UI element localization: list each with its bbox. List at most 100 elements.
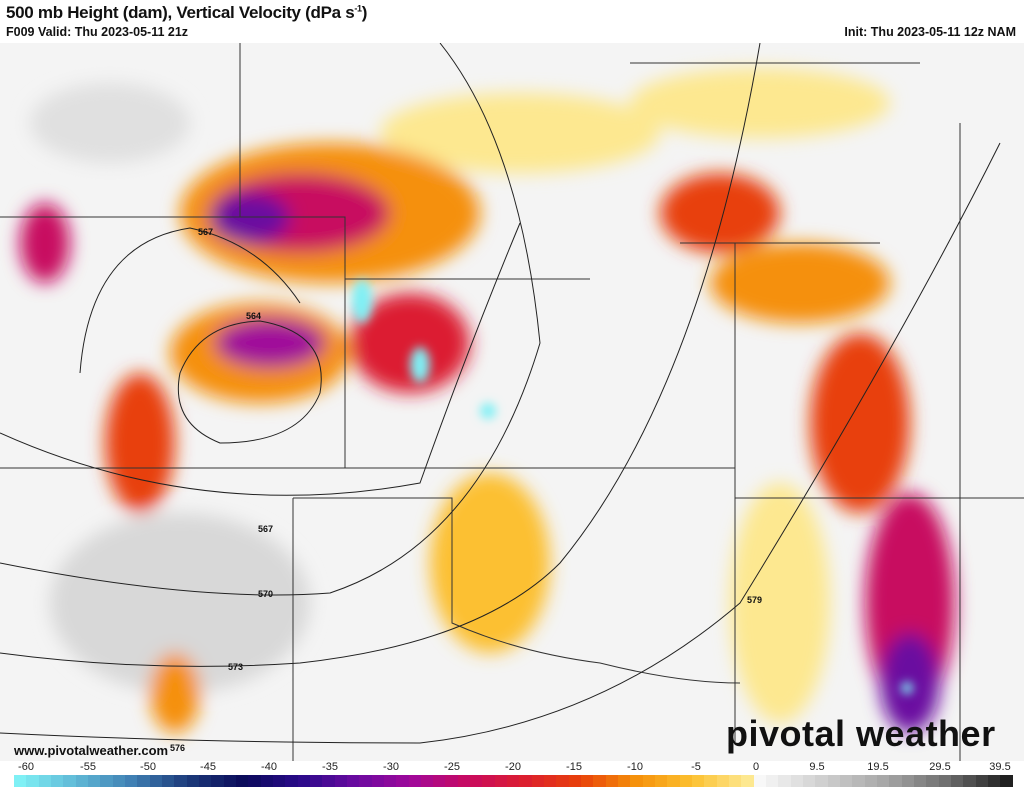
colorbar-segment — [901, 775, 914, 787]
colorbar-tick: -35 — [322, 761, 338, 773]
colorbar-segment — [926, 775, 939, 787]
colorbar-tick: -30 — [383, 761, 399, 773]
colorbar-segment — [889, 775, 902, 787]
colorbar-segment — [186, 775, 199, 787]
colorbar-segment — [679, 775, 693, 787]
colorbar-segment — [494, 775, 508, 787]
contour-label: 570 — [258, 589, 273, 599]
colorbar-segment — [667, 775, 680, 787]
colorbar-ticks: -60 -55 -50 -45 -40 -35 -30 -25 -20 -15 -10 -5 0 9.5 1… — [0, 761, 1024, 775]
colorbar-segment — [309, 775, 323, 787]
colorbar-segment — [87, 775, 101, 787]
colorbar-tick: -15 — [566, 761, 582, 773]
colorbar-segment — [963, 775, 976, 787]
colorbar-segment — [359, 775, 372, 787]
colorbar-segment — [75, 775, 88, 787]
colorbar-tick: 9.5 — [809, 761, 825, 773]
colorbar-segment — [482, 775, 495, 787]
colorbar-segment — [149, 775, 162, 787]
colorbar-segment — [655, 775, 668, 787]
colorbar-segment — [272, 775, 286, 787]
colorbar-segment — [248, 775, 261, 787]
pivotal-weather-logo: pivotal weather — [726, 713, 996, 754]
colorbar-segment — [852, 775, 865, 787]
colorbar-tick: -25 — [444, 761, 460, 773]
colorbar-segment — [211, 775, 224, 787]
colorbar-segment — [593, 775, 606, 787]
colorbar-segment — [285, 775, 298, 787]
weather-map[interactable]: 567 564 567 570 573 576 579 — [0, 43, 1024, 761]
colorbar-segment — [383, 775, 397, 787]
colorbar-segment — [531, 775, 545, 787]
colorbar-segment — [864, 775, 877, 787]
colorbar-segment — [334, 775, 347, 787]
colorbar-segment — [174, 775, 187, 787]
colorbar-segment — [1000, 775, 1013, 787]
init-time: Init: Thu 2023-05-11 12z NAM — [844, 25, 1016, 39]
colorbar-segment — [556, 775, 569, 787]
colorbar-tick: -20 — [505, 761, 521, 773]
colorbar-segment — [716, 775, 730, 787]
state-borders — [0, 43, 1024, 761]
colorbar-segment — [778, 775, 791, 787]
colorbar-segment — [137, 775, 150, 787]
colorbar-segment — [815, 775, 828, 787]
colorbar-segment — [839, 775, 853, 787]
colorbar-tick: 0 — [752, 761, 760, 773]
map-title: 500 mb Height (dam), Vertical Velocity (… — [6, 3, 368, 22]
colorbar-segment — [470, 775, 483, 787]
colorbar-segment — [408, 775, 421, 787]
contour-label: 564 — [246, 311, 261, 321]
colorbar-segment — [235, 775, 249, 787]
colorbar-segment — [161, 775, 175, 787]
site-url: www.pivotalweather.com — [14, 743, 169, 758]
colorbar-segment — [729, 775, 742, 787]
colorbar-segment — [913, 775, 927, 787]
colorbar-segment — [790, 775, 803, 787]
contour-label: 579 — [747, 595, 762, 605]
valid-time: F009 Valid: Thu 2023-05-11 21z — [6, 25, 189, 39]
colorbar-segment — [223, 775, 236, 787]
colorbar-segment — [124, 775, 138, 787]
colorbar-tick: 19.5 — [867, 761, 889, 773]
colorbar-segment — [198, 775, 212, 787]
colorbar-segment — [568, 775, 582, 787]
colorbar-segment — [741, 775, 754, 787]
colorbar-segment — [433, 775, 446, 787]
contour-label: 576 — [170, 743, 185, 753]
colorbar-segment — [753, 775, 767, 787]
height-contours — [0, 43, 1001, 744]
colorbar-segment — [100, 775, 113, 787]
colorbar-segment — [987, 775, 1001, 787]
colorbar-segment — [766, 775, 779, 787]
colorbar-segment — [38, 775, 51, 787]
contour-label: 567 — [198, 227, 213, 237]
colorbar-segment — [642, 775, 656, 787]
colorbar-segment — [950, 775, 964, 787]
colorbar-segment — [938, 775, 951, 787]
colorbar-tick: -55 — [80, 761, 96, 773]
colorbar-tick: 39.5 — [989, 761, 1011, 773]
colorbar-segment — [803, 775, 816, 787]
colorbar-segment — [704, 775, 717, 787]
colorbar-segment — [457, 775, 471, 787]
colorbar-segment — [692, 775, 705, 787]
colorbar-segment — [445, 775, 458, 787]
contour-label: 573 — [228, 662, 243, 672]
colorbar-segment — [519, 775, 532, 787]
colorbar-segment — [975, 775, 988, 787]
colorbar-segment — [507, 775, 520, 787]
colorbar-segment — [260, 775, 273, 787]
colorbar-segment — [371, 775, 384, 787]
colorbar-segment — [63, 775, 76, 787]
colorbar-tick: 29.5 — [929, 761, 951, 773]
colorbar-segment — [50, 775, 64, 787]
colorbar-tick: -60 — [18, 761, 34, 773]
colorbar-segment — [605, 775, 619, 787]
colorbar-tick: -10 — [627, 761, 643, 773]
colorbar-segment — [26, 775, 39, 787]
colorbar-segment — [322, 775, 335, 787]
contour-label: 567 — [258, 524, 273, 534]
colorbar-segment — [544, 775, 557, 787]
colorbar-tick: -50 — [140, 761, 156, 773]
